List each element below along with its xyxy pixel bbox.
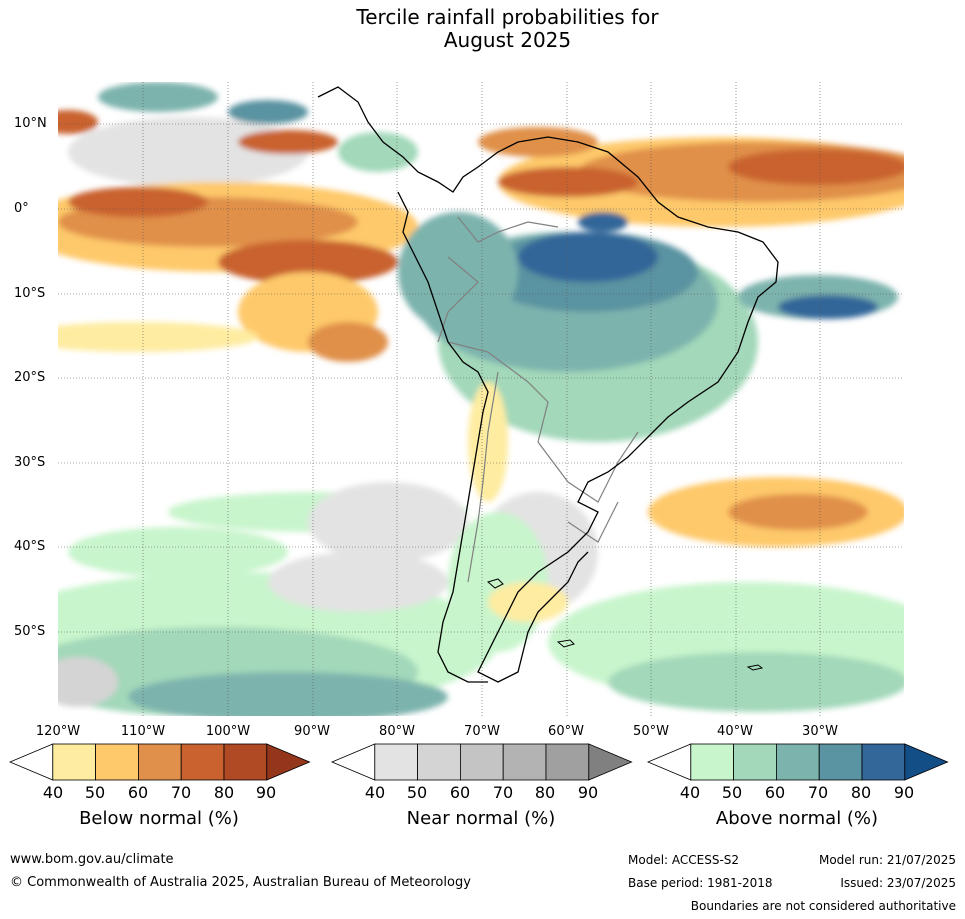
cb1-tick-60: 60 [127,783,149,802]
colorbar-3-low-triangle [646,743,692,781]
model-name: Model: ACCESS-S2 [628,853,740,867]
graticule [58,82,904,716]
cb3-tick-70: 70 [807,783,829,802]
colorbar-3-segment-5 [861,743,906,781]
website-link[interactable]: www.bom.gov.au/climate [10,852,174,867]
cb1-tick-90: 90 [255,783,277,802]
cb1-tick-50: 50 [84,783,106,802]
cb2-tick-40: 40 [364,783,386,802]
colorbar-3 [646,743,949,781]
colorbar-2 [330,743,633,781]
lon-label-40w: 40°W [717,724,753,739]
colorbar-3-segment-1 [690,743,734,781]
map-title-line2: August 2025 [443,28,572,52]
rainfall-probability-map [58,82,904,716]
lat-label-10n: 10°N [14,116,47,131]
lat-label-30s: 30°S [14,455,46,470]
below-normal-title: Below normal (%) [79,808,239,829]
lon-label-80w: 80°W [379,724,415,739]
colorbar-1-segment-1 [52,743,96,781]
colorbar-1-high-triangle [266,743,311,781]
map-title-line1: Tercile rainfall probabilities for [356,5,659,29]
lon-label-100w: 100°W [205,724,251,739]
colorbar-1-segment-2 [95,743,139,781]
cb2-tick-50: 50 [406,783,428,802]
colorbar-3-segment-2 [733,743,777,781]
model-run: Model run: 21/07/2025 [818,853,956,867]
above-normal-title: Above normal (%) [715,808,879,829]
issued-date: Issued: 23/07/2025 [840,876,956,890]
colorbar-2-segment-3 [459,743,504,781]
coastline [317,86,779,683]
colorbar-2-low-triangle [330,743,376,781]
lat-label-40s: 40°S [14,539,46,554]
cb3-tick-80: 80 [850,783,872,802]
lon-label-120w: 120°W [35,724,81,739]
colorbar-1-segment-5 [223,743,268,781]
copyright: © Commonwealth of Australia 2025, Austra… [10,875,471,890]
lon-label-50w: 50°W [633,724,669,739]
colorbar-3-high-triangle [904,743,949,781]
cb2-tick-80: 80 [534,783,556,802]
lat-label-10s: 10°S [14,286,46,301]
lon-label-30w: 30°W [802,724,838,739]
cb1-tick-40: 40 [42,783,64,802]
colorbars [8,743,949,781]
lat-label-20s: 20°S [14,370,46,385]
cb2-tick-60: 60 [449,783,471,802]
cb1-tick-70: 70 [170,783,192,802]
colorbar-2-segment-1 [374,743,418,781]
colorbar-3-segment-4 [818,743,863,781]
lon-label-90w: 90°W [294,724,330,739]
cb3-tick-50: 50 [721,783,743,802]
colorbar-2-segment-4 [502,743,547,781]
country-borders [437,216,639,583]
near-normal-title: Near normal (%) [406,808,556,829]
colorbar-1-segment-4 [180,743,225,781]
cb3-tick-40: 40 [679,783,701,802]
cb3-tick-90: 90 [893,783,915,802]
lon-label-60w: 60°W [548,724,584,739]
cb3-tick-60: 60 [764,783,786,802]
cb2-tick-90: 90 [577,783,599,802]
cb1-tick-80: 80 [213,783,235,802]
colorbar-1 [8,743,311,781]
lon-label-70w: 70°W [464,724,500,739]
lat-label-50s: 50°S [14,624,46,639]
colorbar-1-segment-3 [137,743,182,781]
colorbar-1-low-triangle [8,743,54,781]
colorbar-2-segment-5 [545,743,590,781]
colorbar-2-segment-2 [417,743,461,781]
lon-label-110w: 110°W [120,724,166,739]
colorbar-3-segment-3 [776,743,820,781]
colorbar-2-high-triangle [588,743,633,781]
map-canvas [58,82,904,716]
base-period: Base period: 1981-2018 [628,876,773,890]
lat-label-0: 0° [14,201,29,216]
probability-fields [58,82,904,716]
cb2-tick-70: 70 [492,783,514,802]
boundaries-disclaimer: Boundaries are not considered authoritat… [690,899,956,913]
